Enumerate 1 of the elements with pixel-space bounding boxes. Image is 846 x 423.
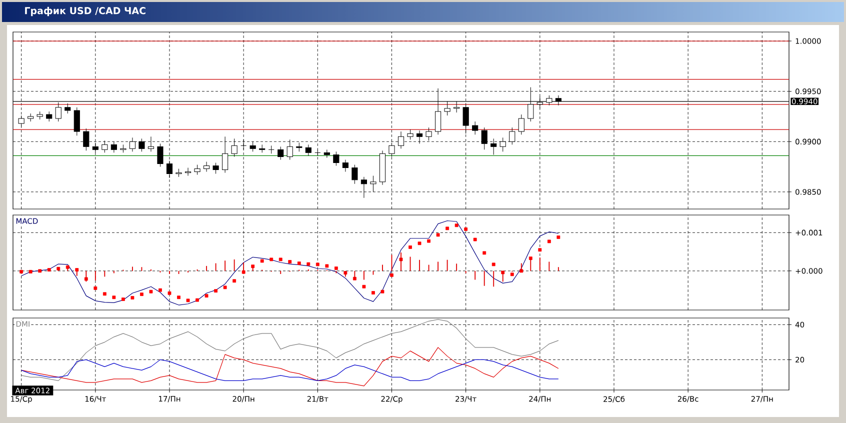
- chart-title: График USD /CAD ЧАС: [25, 6, 146, 16]
